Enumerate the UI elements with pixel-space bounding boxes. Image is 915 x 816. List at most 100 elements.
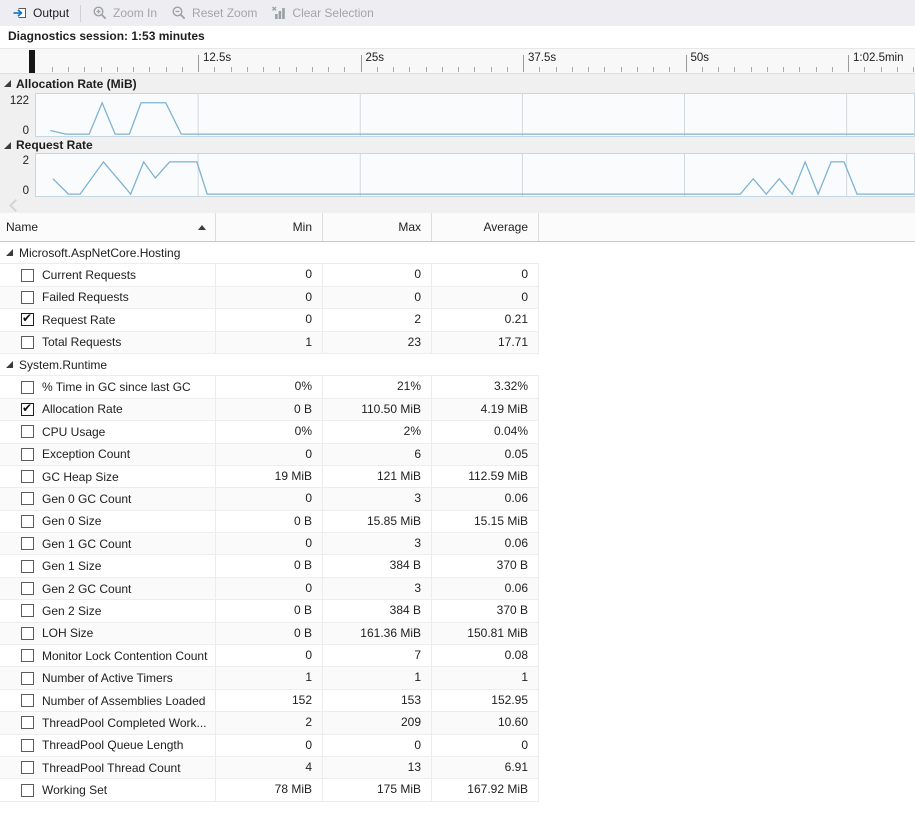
metric-name: Gen 1 Size bbox=[42, 559, 102, 574]
metric-checkbox[interactable] bbox=[21, 649, 34, 663]
metric-row[interactable]: % Time in GC since last GC 0% 21% 3.32% bbox=[0, 376, 539, 399]
metric-min: 0 B bbox=[216, 398, 323, 421]
metric-checkbox[interactable] bbox=[21, 761, 34, 775]
group-row[interactable]: Microsoft.AspNetCore.Hosting bbox=[0, 242, 539, 265]
ruler-tick bbox=[165, 67, 167, 72]
metric-row[interactable]: Gen 2 GC Count 0 3 0.06 bbox=[0, 577, 539, 601]
clear-selection-button[interactable]: Clear Selection bbox=[264, 2, 380, 24]
allocation-rate-section-header[interactable]: Allocation Rate (MiB) bbox=[0, 74, 915, 93]
y-axis-min-label: 0 bbox=[22, 185, 29, 197]
metric-name: Gen 1 GC Count bbox=[42, 536, 132, 551]
metric-checkbox[interactable] bbox=[21, 783, 34, 797]
metric-row[interactable]: Total Requests 1 23 17.71 bbox=[0, 331, 539, 354]
ruler-tick bbox=[214, 67, 216, 72]
session-label: Diagnostics session: 1:53 minutes bbox=[8, 29, 205, 43]
ruler-tick bbox=[84, 67, 86, 72]
metric-row[interactable]: Gen 2 Size 0 B 384 B 370 B bbox=[0, 600, 539, 623]
column-header-min[interactable]: Min bbox=[216, 213, 323, 241]
metric-row[interactable]: Number of Assemblies Loaded 152 153 152.95 bbox=[0, 689, 539, 713]
metric-max: 13 bbox=[323, 756, 432, 779]
group-row[interactable]: System.Runtime bbox=[0, 353, 539, 377]
metric-checkbox[interactable] bbox=[21, 716, 34, 730]
reset-zoom-button[interactable]: Reset Zoom bbox=[164, 2, 264, 24]
metric-row[interactable]: Current Requests 0 0 0 bbox=[0, 264, 539, 287]
ruler-tick bbox=[116, 67, 118, 72]
column-header-average[interactable]: Average bbox=[432, 213, 539, 241]
metric-name: ThreadPool Completed Work... bbox=[42, 715, 207, 730]
metric-min: 0 B bbox=[216, 555, 323, 577]
metric-checkbox[interactable] bbox=[21, 514, 34, 528]
metric-checkbox[interactable] bbox=[21, 401, 34, 416]
request-rate-chart[interactable] bbox=[35, 153, 915, 197]
metric-checkbox[interactable] bbox=[21, 290, 34, 304]
metric-checkbox[interactable] bbox=[21, 425, 34, 439]
metric-checkbox[interactable] bbox=[21, 537, 34, 551]
request-rate-section-header[interactable]: Request Rate bbox=[0, 137, 915, 153]
metric-average: 150.81 MiB bbox=[432, 622, 539, 645]
sort-ascending-icon bbox=[198, 225, 206, 230]
metric-row[interactable]: LOH Size 0 B 161.36 MiB 150.81 MiB bbox=[0, 622, 539, 646]
metric-row[interactable]: Gen 0 GC Count 0 3 0.06 bbox=[0, 488, 539, 511]
metric-checkbox[interactable] bbox=[21, 671, 34, 685]
metric-max: 3 bbox=[323, 533, 432, 555]
metric-name: Request Rate bbox=[42, 312, 116, 327]
metric-checkbox[interactable] bbox=[21, 311, 34, 327]
timeline-ruler[interactable]: 12.5s 25s 37.5s 50s 1:02.5min bbox=[0, 49, 915, 74]
column-header-name[interactable]: Name bbox=[0, 213, 216, 241]
metric-checkbox[interactable] bbox=[21, 694, 34, 707]
metric-row[interactable]: ThreadPool Queue Length 0 0 0 bbox=[0, 734, 539, 757]
metric-row[interactable]: ThreadPool Thread Count 4 13 6.91 bbox=[0, 756, 539, 780]
metric-average: 10.60 bbox=[432, 712, 539, 734]
clear-selection-label: Clear Selection bbox=[292, 6, 374, 20]
metric-name: Gen 2 GC Count bbox=[42, 581, 132, 596]
ruler-tick bbox=[311, 67, 313, 72]
ruler-tick bbox=[571, 67, 573, 72]
metric-checkbox[interactable] bbox=[21, 380, 34, 394]
metric-checkbox[interactable] bbox=[21, 268, 34, 282]
metric-row[interactable]: Gen 0 Size 0 B 15.85 MiB 15.15 MiB bbox=[0, 510, 539, 534]
metric-row[interactable]: Gen 1 GC Count 0 3 0.06 bbox=[0, 533, 539, 556]
metric-row[interactable]: Working Set 78 MiB 175 MiB 167.92 MiB bbox=[0, 779, 539, 802]
metric-checkbox[interactable] bbox=[21, 604, 34, 618]
metric-checkbox[interactable] bbox=[21, 582, 34, 596]
metric-min: 0 B bbox=[216, 600, 323, 622]
metric-average: 0.21 bbox=[432, 309, 539, 331]
allocation-rate-chart[interactable] bbox=[35, 93, 915, 137]
ruler-tick bbox=[848, 55, 849, 72]
output-button[interactable]: Output bbox=[5, 2, 76, 24]
column-header-max[interactable]: Max bbox=[323, 213, 432, 241]
zoom-in-button[interactable]: Zoom In bbox=[85, 2, 164, 24]
metric-row[interactable]: GC Heap Size 19 MiB 121 MiB 112.59 MiB bbox=[0, 465, 539, 489]
metric-checkbox[interactable] bbox=[21, 335, 34, 349]
metric-name: GC Heap Size bbox=[42, 469, 119, 484]
metric-row[interactable]: Gen 1 Size 0 B 384 B 370 B bbox=[0, 555, 539, 578]
ruler-tick bbox=[328, 67, 329, 72]
metric-checkbox[interactable] bbox=[21, 447, 34, 461]
metric-row[interactable]: Monitor Lock Contention Count 0 7 0.08 bbox=[0, 645, 539, 668]
metric-name: ThreadPool Queue Length bbox=[42, 738, 184, 753]
metric-min: 0 bbox=[216, 533, 323, 555]
ruler-tick bbox=[783, 67, 784, 72]
metric-max: 110.50 MiB bbox=[323, 398, 432, 421]
metric-row[interactable]: Exception Count 0 6 0.05 bbox=[0, 443, 539, 466]
metric-checkbox[interactable] bbox=[21, 626, 34, 640]
table-header: Name Min Max Average bbox=[0, 213, 915, 242]
metric-row[interactable]: CPU Usage 0% 2% 0.04% bbox=[0, 421, 539, 444]
metric-row[interactable]: Request Rate 020.21 bbox=[0, 309, 539, 332]
reset-zoom-label: Reset Zoom bbox=[192, 6, 258, 20]
metric-average: 370 B bbox=[432, 600, 539, 622]
scroll-left-icon[interactable] bbox=[9, 199, 22, 212]
metric-checkbox[interactable] bbox=[21, 559, 34, 573]
ruler-tick bbox=[490, 67, 492, 72]
metric-checkbox[interactable] bbox=[21, 470, 34, 484]
metric-checkbox[interactable] bbox=[21, 738, 34, 752]
metric-row[interactable]: Failed Requests 0 0 0 bbox=[0, 286, 539, 310]
metric-name: LOH Size bbox=[42, 626, 94, 641]
playhead-marker[interactable] bbox=[29, 50, 35, 73]
metric-row[interactable]: Number of Active Timers 1 1 1 bbox=[0, 667, 539, 690]
horizontal-scrollbar[interactable] bbox=[0, 197, 915, 213]
metric-max: 0 bbox=[323, 286, 432, 309]
metric-row[interactable]: ThreadPool Completed Work... 2 209 10.60 bbox=[0, 712, 539, 735]
metric-checkbox[interactable] bbox=[21, 492, 34, 506]
